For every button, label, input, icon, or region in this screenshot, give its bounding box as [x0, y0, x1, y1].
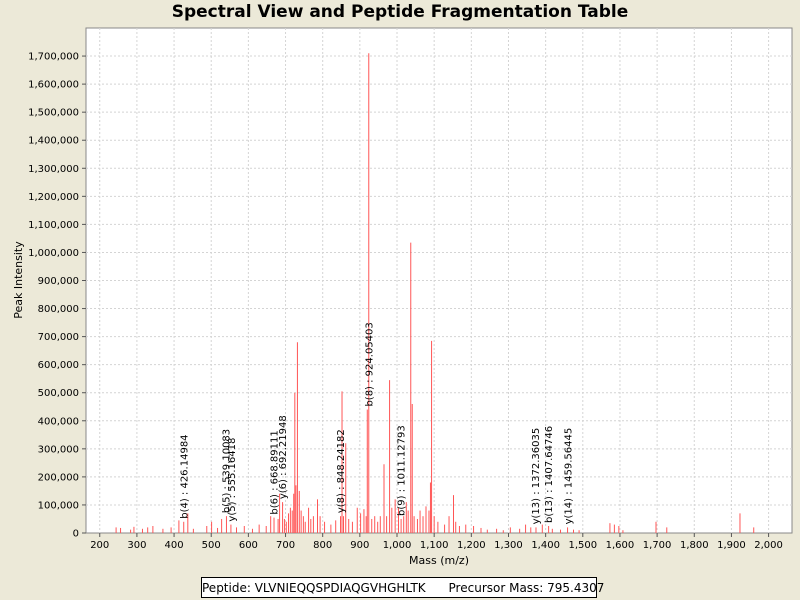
- fragment-ion-label: b(6) : 668.89111: [269, 430, 280, 514]
- x-tick-label: 900: [350, 540, 369, 551]
- fragment-ion-label: y(5) : 555.16418: [227, 438, 238, 522]
- y-tick-label: 1,500,000: [28, 108, 79, 119]
- y-axis: 0 100,000 200,000 300,000 400,000 500,000 600,…: [28, 52, 86, 540]
- y-tick-label: 300,000: [38, 444, 79, 455]
- fragment-ion-label: b(13) : 1407.64746: [544, 426, 555, 523]
- x-tick-label: 1,900: [717, 540, 746, 551]
- y-tick-label: 600,000: [38, 360, 79, 371]
- y-tick-label: 1,700,000: [28, 52, 79, 63]
- precursor-mass-label: Precursor Mass: 795.4307: [448, 581, 605, 595]
- y-tick-label: 1,600,000: [28, 80, 79, 91]
- fragment-ion-label: y(8) : 848.24182: [336, 429, 347, 513]
- x-tick-label: 1,300: [494, 540, 523, 551]
- fragment-ion-label: b(9) : 1011.12793: [397, 425, 408, 516]
- y-tick-label: 1,300,000: [28, 164, 79, 175]
- fragment-ion-label: b(4) : 426.14984: [179, 434, 190, 518]
- peptide-label: Peptide: VLVNIEQQSPDIAQGVHGHLTK: [202, 581, 426, 595]
- x-tick-label: 700: [276, 540, 295, 551]
- x-tick-label: 1,700: [643, 540, 672, 551]
- x-tick-label: 1,800: [680, 540, 709, 551]
- x-tick-label: 1,500: [568, 540, 597, 551]
- x-tick-label: 400: [165, 540, 184, 551]
- fragment-ion-label: y(13) : 1372.36035: [531, 428, 542, 525]
- fragment-ion-label: y(6) : 692.21948: [278, 415, 289, 499]
- y-tick-label: 900,000: [38, 276, 79, 287]
- y-tick-label: 400,000: [38, 416, 79, 427]
- y-axis-label: Peak Intensity: [12, 241, 25, 319]
- y-tick-label: 0: [73, 529, 79, 540]
- x-tick-label: 2,000: [754, 540, 783, 551]
- x-axis-label: Mass (m/z): [409, 554, 469, 567]
- y-tick-label: 200,000: [38, 472, 79, 483]
- x-tick-label: 1,100: [420, 540, 449, 551]
- x-tick-label: 1,400: [531, 540, 560, 551]
- x-tick-label: 1,000: [383, 540, 412, 551]
- y-tick-label: 1,000,000: [28, 248, 79, 259]
- peptide-info-box: Peptide: VLVNIEQQSPDIAQGVHGHLTK Precurso…: [201, 577, 604, 598]
- y-tick-label: 1,200,000: [28, 192, 79, 203]
- fragment-ion-label: y(14) : 1459.56445: [563, 428, 574, 525]
- fragment-ion-label: b(5) : 539.10083: [221, 429, 232, 513]
- y-tick-label: 1,400,000: [28, 136, 79, 147]
- y-tick-label: 100,000: [38, 500, 79, 511]
- x-tick-label: 200: [90, 540, 109, 551]
- x-tick-label: 800: [313, 540, 332, 551]
- x-tick-label: 500: [202, 540, 221, 551]
- y-tick-label: 500,000: [38, 388, 79, 399]
- y-tick-label: 1,100,000: [28, 220, 79, 231]
- y-tick-label: 800,000: [38, 304, 79, 315]
- x-axis: 200 300 400 500 600 700 800 900 1,000 1,100 1,200 1…: [90, 533, 783, 551]
- x-tick-label: 1,200: [457, 540, 486, 551]
- chart-title: Spectral View and Peptide Fragmentation …: [171, 2, 629, 22]
- x-tick-label: 300: [127, 540, 146, 551]
- grid-lines: [86, 28, 792, 533]
- x-tick-label: 1,600: [606, 540, 635, 551]
- peak-series: [115, 53, 755, 533]
- y-tick-label: 700,000: [38, 332, 79, 343]
- x-tick-label: 600: [239, 540, 258, 551]
- fragment-ion-label: b(8) : 924.05403: [364, 322, 375, 406]
